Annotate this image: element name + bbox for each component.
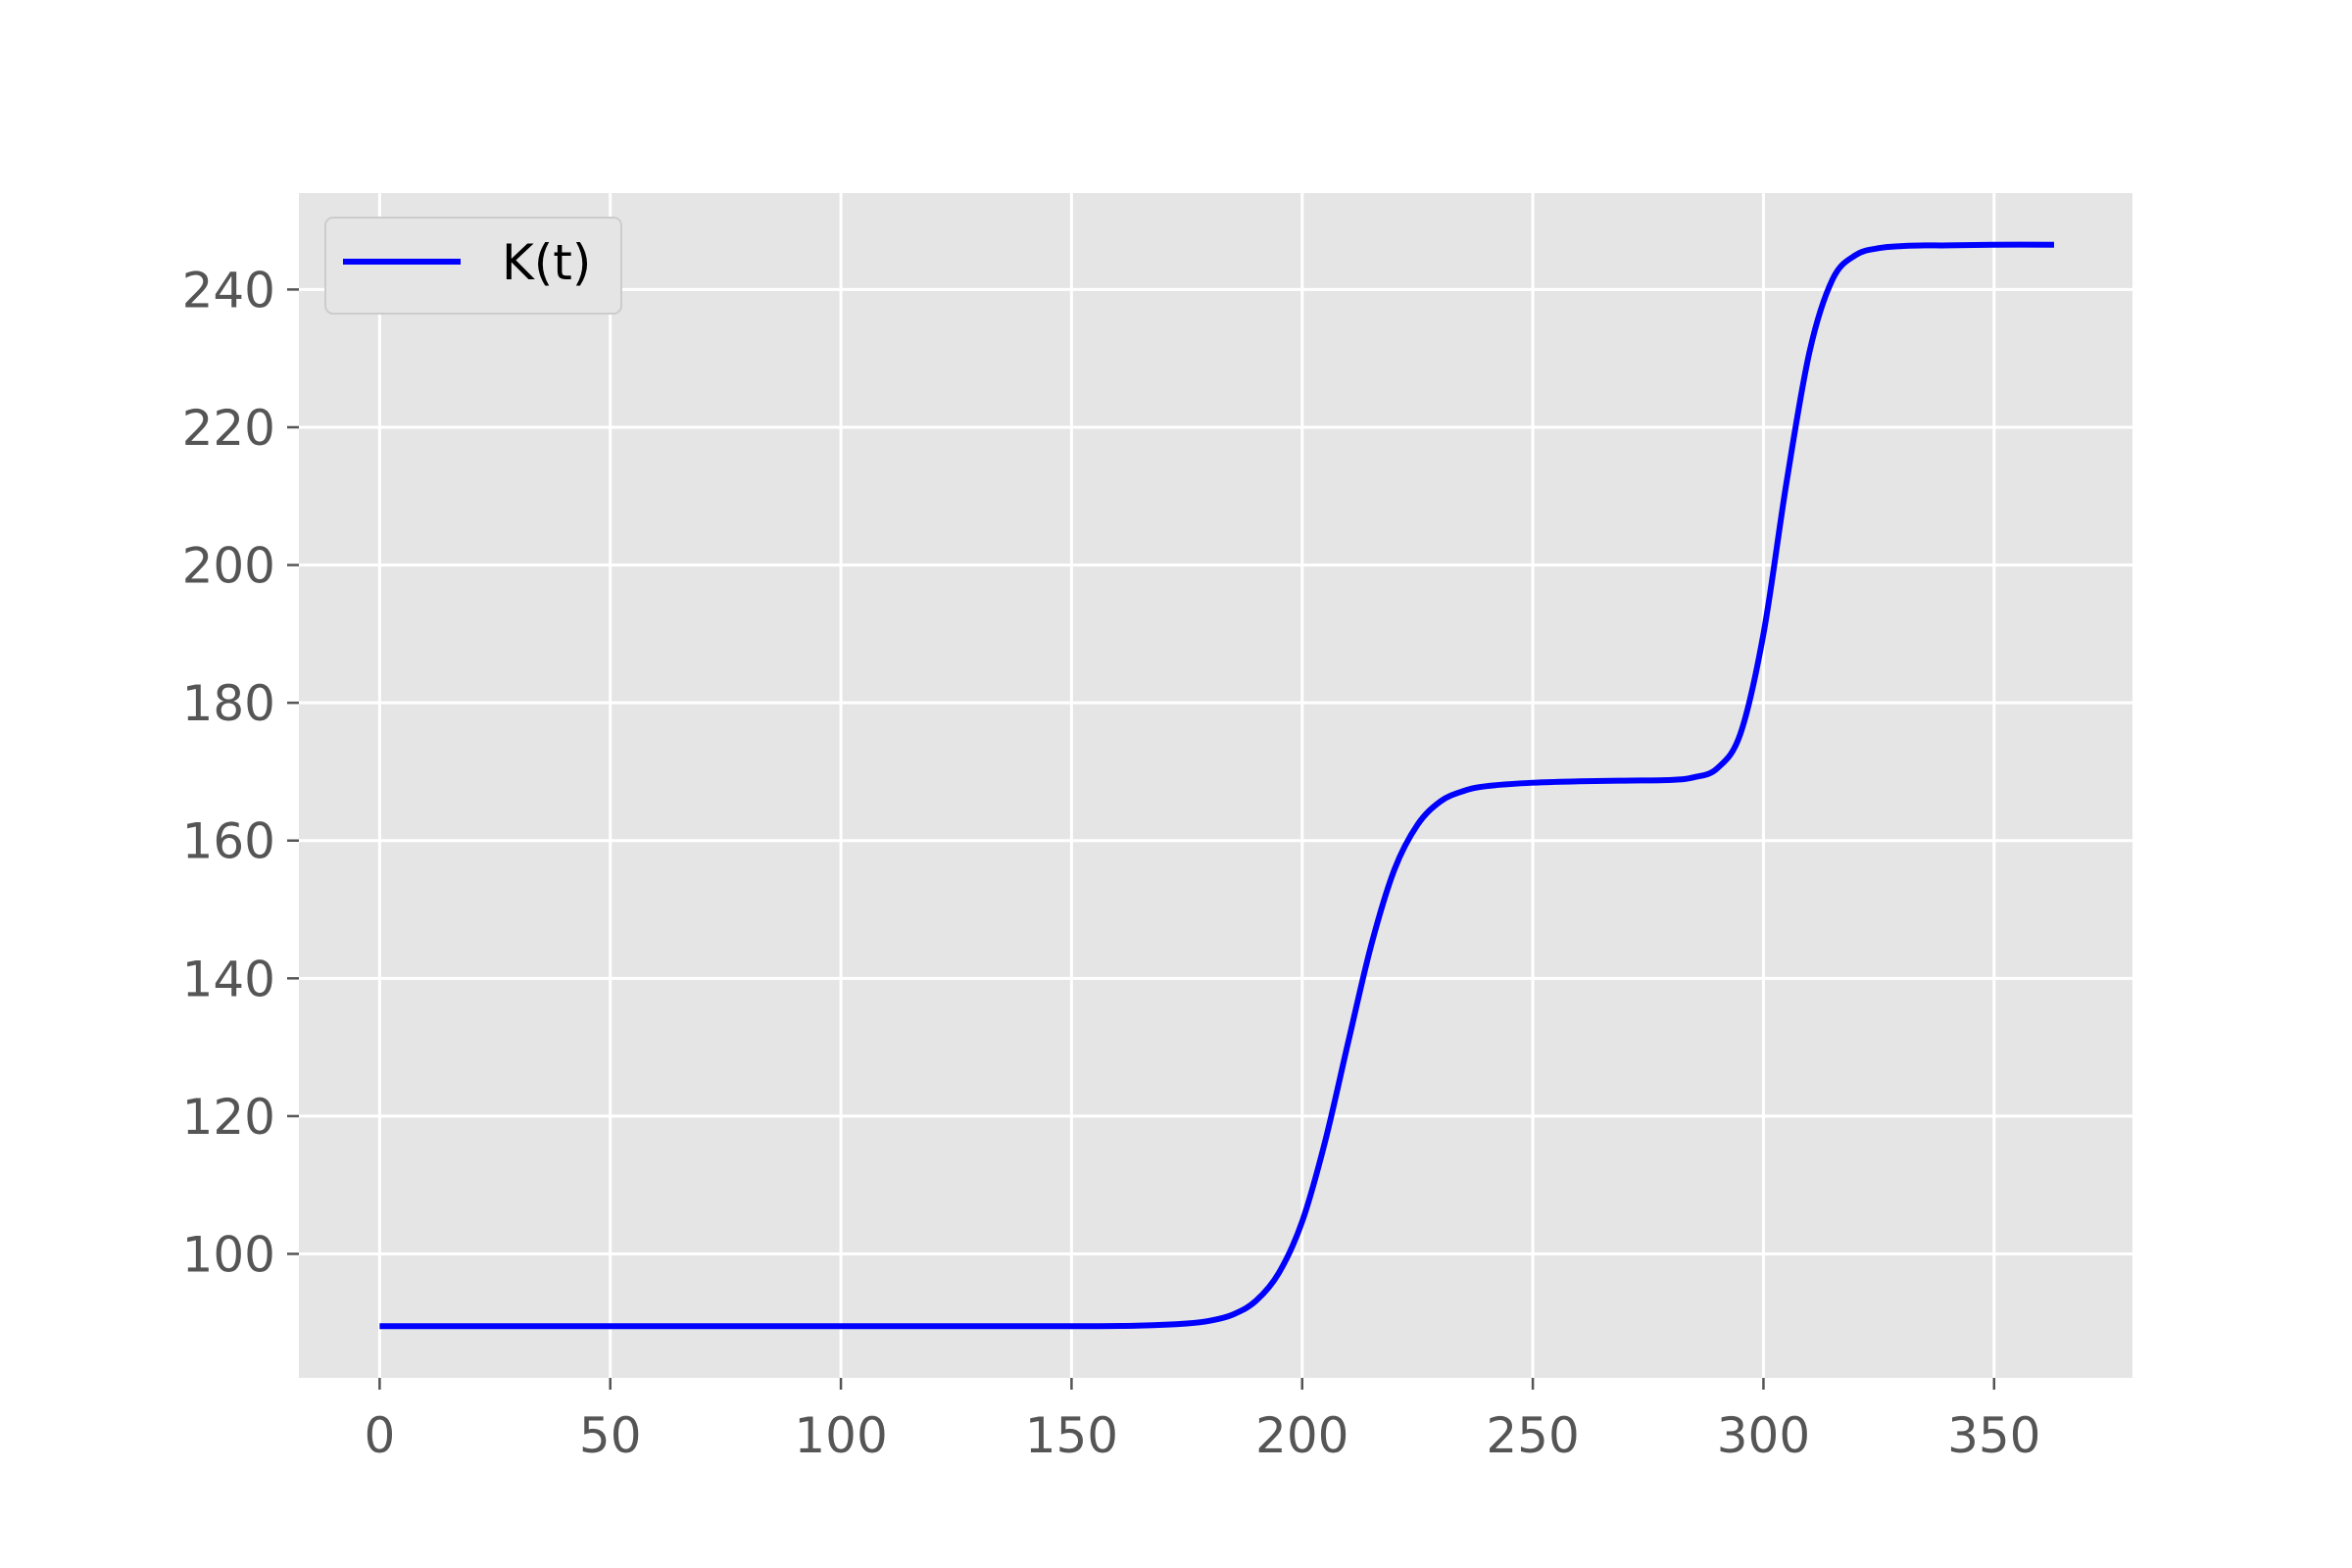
legend-label-k-t: K(t)	[502, 234, 591, 291]
legend-box	[324, 217, 622, 315]
x-tick-label: 200	[1255, 1407, 1348, 1464]
series-line-k-t	[379, 241, 2054, 1330]
x-axis: 0 50 100 150 200 250 300 350	[364, 1378, 2041, 1464]
x-tick-label: 0	[364, 1407, 395, 1464]
y-tick-label: 120	[182, 1089, 275, 1146]
x-tick-label: 150	[1025, 1407, 1118, 1464]
x-tick-label: 300	[1717, 1407, 1810, 1464]
x-tick-label: 350	[1947, 1407, 2040, 1464]
y-tick-label: 220	[182, 400, 275, 457]
plot-background	[299, 193, 2132, 1378]
y-tick-label: 160	[182, 813, 275, 870]
y-axis: 100 120 140 160 180 200 220 240	[182, 262, 299, 1283]
y-tick-label: 240	[182, 262, 275, 318]
y-tick-label: 180	[182, 675, 275, 732]
y-tick-label: 100	[182, 1226, 275, 1283]
data-series	[379, 241, 2054, 1330]
legend: K(t)	[324, 217, 622, 315]
y-tick-label: 200	[182, 538, 275, 595]
y-tick-label: 140	[182, 951, 275, 1007]
x-tick-label: 100	[794, 1407, 887, 1464]
x-tick-label: 50	[579, 1407, 642, 1464]
x-tick-label: 250	[1486, 1407, 1579, 1464]
